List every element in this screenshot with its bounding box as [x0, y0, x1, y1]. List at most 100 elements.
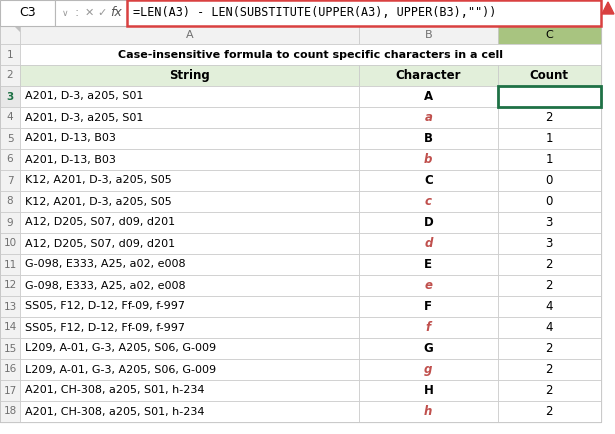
Text: a: a [424, 111, 432, 124]
Text: F: F [424, 300, 432, 313]
Bar [20, 233, 359, 254]
Text: SS05, F12, D-12, Ff-09, f-997: SS05, F12, D-12, Ff-09, f-997 [25, 322, 185, 332]
Text: A201, CH-308, a205, S01, h-234: A201, CH-308, a205, S01, h-234 [25, 385, 205, 395]
Text: 2: 2 [546, 279, 553, 292]
Bar [0, 128, 20, 149]
Bar [0, 275, 20, 296]
Text: Character: Character [395, 69, 461, 82]
Bar [20, 86, 359, 107]
Text: 1: 1 [546, 132, 553, 145]
Text: C3: C3 [19, 7, 36, 20]
Bar [498, 338, 601, 359]
Bar [0, 338, 20, 359]
Polygon shape [15, 26, 20, 31]
Text: =LEN(A3) - LEN(SUBSTITUTE(UPPER(A3), UPPER(B3),"")): =LEN(A3) - LEN(SUBSTITUTE(UPPER(A3), UPP… [133, 7, 496, 20]
Text: 2: 2 [546, 405, 553, 418]
Bar [0, 212, 20, 233]
Text: A201, D-13, B03: A201, D-13, B03 [25, 155, 116, 164]
Text: String: String [169, 69, 210, 82]
Bar [0, 0, 55, 26]
Text: E: E [424, 258, 432, 271]
Text: A: A [424, 90, 433, 103]
Text: A201, D-3, a205, S01: A201, D-3, a205, S01 [25, 92, 143, 102]
Text: B: B [424, 132, 433, 145]
Bar [20, 317, 359, 338]
Bar [498, 128, 601, 149]
Text: 1: 1 [546, 153, 553, 166]
Text: C: C [546, 30, 554, 40]
Text: b: b [424, 153, 432, 166]
Bar [359, 65, 498, 86]
Text: SS05, F12, D-12, Ff-09, f-997: SS05, F12, D-12, Ff-09, f-997 [25, 302, 185, 312]
Text: 17: 17 [3, 385, 17, 395]
Bar [359, 107, 498, 128]
Text: L209, A-01, G-3, A205, S06, G-009: L209, A-01, G-3, A205, S06, G-009 [25, 343, 216, 354]
Bar [498, 296, 601, 317]
Text: A12, D205, S07, d09, d201: A12, D205, S07, d09, d201 [25, 217, 175, 227]
Text: 2: 2 [546, 258, 553, 271]
Bar [0, 26, 20, 44]
Text: 2: 2 [7, 70, 14, 80]
Text: 6: 6 [7, 155, 14, 164]
Text: K12, A201, D-3, a205, S05: K12, A201, D-3, a205, S05 [25, 197, 172, 207]
Text: A201, D-13, B03: A201, D-13, B03 [25, 134, 116, 144]
Bar [0, 401, 20, 422]
Bar [359, 170, 498, 191]
Text: C: C [424, 174, 433, 187]
Text: 7: 7 [7, 175, 14, 185]
Bar [0, 317, 20, 338]
Text: D: D [424, 216, 433, 229]
Bar [359, 128, 498, 149]
Text: 14: 14 [3, 322, 17, 332]
Bar [359, 26, 498, 44]
Text: 8: 8 [7, 197, 14, 207]
Bar [498, 107, 601, 128]
Bar [0, 86, 20, 107]
Text: 2: 2 [546, 384, 553, 397]
Bar [20, 359, 359, 380]
Bar [0, 359, 20, 380]
Text: 2: 2 [546, 90, 553, 103]
Polygon shape [602, 2, 614, 14]
Bar [20, 296, 359, 317]
Text: 3: 3 [546, 216, 553, 229]
Bar [359, 338, 498, 359]
Bar [359, 275, 498, 296]
Bar [0, 44, 20, 65]
Bar [55, 0, 127, 26]
Text: G-098, E333, A25, a02, e008: G-098, E333, A25, a02, e008 [25, 280, 186, 290]
Text: L209, A-01, G-3, A205, S06, G-009: L209, A-01, G-3, A205, S06, G-009 [25, 365, 216, 375]
Text: 15: 15 [3, 343, 17, 354]
Text: 0: 0 [546, 174, 553, 187]
Text: G: G [424, 342, 433, 355]
Text: 0: 0 [546, 195, 553, 208]
Text: 18: 18 [3, 407, 17, 417]
Bar [127, 0, 601, 26]
Text: h: h [424, 405, 432, 418]
Bar [498, 254, 601, 275]
Bar [20, 212, 359, 233]
Bar [498, 275, 601, 296]
Text: ∨: ∨ [62, 9, 68, 17]
Bar [20, 65, 359, 86]
Text: H: H [423, 384, 433, 397]
Text: 9: 9 [7, 217, 14, 227]
Bar [359, 359, 498, 380]
Text: A201, D-3, a205, S01: A201, D-3, a205, S01 [25, 112, 143, 122]
Bar [498, 86, 601, 107]
Bar [359, 254, 498, 275]
Bar [20, 26, 359, 44]
Text: 12: 12 [3, 280, 17, 290]
Bar [0, 380, 20, 401]
Text: ✓: ✓ [97, 8, 106, 18]
Bar [498, 401, 601, 422]
Bar [359, 401, 498, 422]
Bar [0, 149, 20, 170]
Bar [498, 26, 601, 44]
Text: ✕: ✕ [84, 8, 93, 18]
Bar [20, 254, 359, 275]
Text: c: c [425, 195, 432, 208]
Bar [20, 107, 359, 128]
Bar [20, 44, 601, 65]
Text: K12, A201, D-3, a205, S05: K12, A201, D-3, a205, S05 [25, 175, 172, 185]
